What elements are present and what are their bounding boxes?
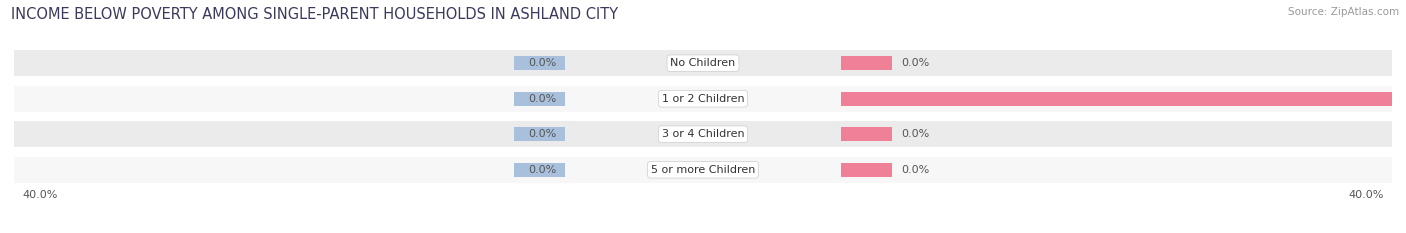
Bar	[513, 163, 565, 177]
Bar	[513, 56, 565, 70]
Bar	[841, 163, 893, 177]
Text: 40.0%: 40.0%	[1348, 190, 1384, 200]
Text: 40.0%: 40.0%	[22, 190, 58, 200]
Text: 0.0%: 0.0%	[529, 58, 557, 68]
Text: Source: ZipAtlas.com: Source: ZipAtlas.com	[1288, 7, 1399, 17]
Bar	[841, 127, 893, 141]
Text: 0.0%: 0.0%	[901, 58, 929, 68]
Text: 0.0%: 0.0%	[901, 165, 929, 175]
Text: 0.0%: 0.0%	[901, 129, 929, 139]
Text: 0.0%: 0.0%	[529, 129, 557, 139]
Text: 5 or more Children: 5 or more Children	[651, 165, 755, 175]
Text: 0.0%: 0.0%	[529, 165, 557, 175]
Bar	[513, 127, 565, 141]
Bar	[14, 51, 1392, 76]
Bar	[513, 92, 565, 106]
Text: 3 or 4 Children: 3 or 4 Children	[662, 129, 744, 139]
Bar	[14, 121, 1392, 147]
Text: INCOME BELOW POVERTY AMONG SINGLE-PARENT HOUSEHOLDS IN ASHLAND CITY: INCOME BELOW POVERTY AMONG SINGLE-PARENT…	[11, 7, 619, 22]
Bar	[841, 92, 1406, 106]
Text: 0.0%: 0.0%	[529, 94, 557, 104]
Bar	[14, 86, 1392, 112]
Text: No Children: No Children	[671, 58, 735, 68]
Bar	[841, 56, 893, 70]
Bar	[14, 157, 1392, 182]
Text: 1 or 2 Children: 1 or 2 Children	[662, 94, 744, 104]
